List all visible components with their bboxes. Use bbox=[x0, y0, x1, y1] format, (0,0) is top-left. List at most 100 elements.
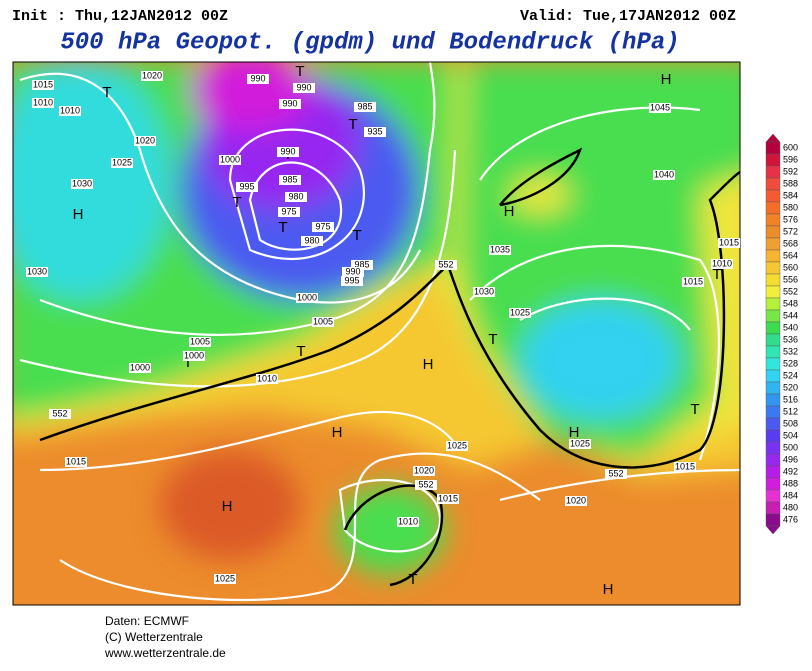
label-bg bbox=[446, 441, 468, 451]
isobar-label: 1000 bbox=[130, 362, 150, 372]
footer-line: (C) Wetterzentrale bbox=[105, 630, 203, 644]
legend-swatch bbox=[765, 213, 781, 227]
pressure-center: T bbox=[278, 219, 287, 236]
isobar-label: 995 bbox=[239, 181, 254, 191]
legend-label: 584 bbox=[783, 190, 798, 200]
legend-swatch bbox=[765, 333, 781, 347]
label-bg bbox=[301, 236, 323, 246]
pressure-center: T bbox=[690, 401, 699, 418]
isobar-label: 552 bbox=[418, 479, 433, 489]
isobar-label: 985 bbox=[282, 174, 297, 184]
pressure-center: T bbox=[348, 116, 357, 133]
label-bg bbox=[509, 308, 531, 318]
isobar-label: 1005 bbox=[313, 316, 333, 326]
isobar-label: 990 bbox=[345, 266, 360, 276]
legend-label: 564 bbox=[783, 250, 798, 260]
label-bg bbox=[351, 260, 373, 270]
legend-label: 492 bbox=[783, 466, 798, 476]
label-bg bbox=[605, 469, 627, 479]
isobar-label: 1015 bbox=[438, 493, 458, 503]
legend-label: 596 bbox=[783, 154, 798, 164]
legend-swatch bbox=[765, 297, 781, 311]
legend-label: 576 bbox=[783, 214, 798, 224]
label-bg bbox=[312, 222, 334, 232]
isobar-label: 1025 bbox=[215, 573, 235, 583]
label-bg bbox=[256, 374, 278, 384]
legend-label: 512 bbox=[783, 406, 798, 416]
legend-label: 532 bbox=[783, 346, 798, 356]
init-time: Init : Thu,12JAN2012 00Z bbox=[12, 8, 228, 25]
label-bg bbox=[312, 317, 334, 327]
legend-swatch bbox=[765, 261, 781, 275]
isobar-label: 1010 bbox=[712, 258, 732, 268]
map-field bbox=[13, 62, 740, 605]
pressure-center: H bbox=[661, 71, 672, 88]
legend-label: 592 bbox=[783, 166, 798, 176]
pressure-center: T bbox=[183, 354, 192, 371]
legend-label: 476 bbox=[783, 514, 798, 524]
legend-swatch bbox=[765, 501, 781, 515]
isobar-label: 1030 bbox=[72, 178, 92, 188]
label-bg bbox=[397, 517, 419, 527]
legend-label: 536 bbox=[783, 334, 798, 344]
isobar-label: 552 bbox=[52, 408, 67, 418]
label-bg bbox=[134, 136, 156, 146]
isobar-label: 1030 bbox=[474, 286, 494, 296]
isobar-label: 1025 bbox=[447, 440, 467, 450]
legend-label: 508 bbox=[783, 418, 798, 428]
legend-label: 500 bbox=[783, 442, 798, 452]
label-bg bbox=[32, 80, 54, 90]
isobar-label: 552 bbox=[608, 468, 623, 478]
pressure-center: T bbox=[712, 266, 721, 283]
isobar-label: 980 bbox=[288, 191, 303, 201]
legend-swatch bbox=[765, 417, 781, 431]
footer-line: Daten: ECMWF bbox=[105, 614, 189, 628]
label-bg bbox=[279, 99, 301, 109]
label-bg bbox=[413, 466, 435, 476]
legend-swatch bbox=[765, 369, 781, 383]
isobar-label: 1025 bbox=[570, 438, 590, 448]
legend-swatch bbox=[765, 189, 781, 203]
legend-swatch bbox=[765, 357, 781, 371]
isobar-label: 1000 bbox=[297, 292, 317, 302]
isobar-label: 990 bbox=[280, 146, 295, 156]
pressure-center: T bbox=[408, 571, 417, 588]
label-bg bbox=[718, 238, 740, 248]
legend-swatch bbox=[765, 453, 781, 467]
map-labels: TTTTTTTTTTTTTHHHHHHHH1015101010101020102… bbox=[26, 63, 740, 598]
label-bg bbox=[711, 259, 733, 269]
legend-swatch bbox=[765, 201, 781, 215]
legend-swatch bbox=[765, 381, 781, 395]
legend-label: 556 bbox=[783, 274, 798, 284]
label-bg bbox=[364, 127, 386, 137]
label-bg bbox=[141, 71, 163, 81]
legend-label: 560 bbox=[783, 262, 798, 272]
isobar-label: 1000 bbox=[220, 154, 240, 164]
label-bg bbox=[682, 277, 704, 287]
legend-swatch bbox=[765, 237, 781, 251]
label-bg bbox=[65, 457, 87, 467]
map-frame bbox=[12, 61, 741, 606]
label-bg bbox=[354, 102, 376, 112]
label-bg bbox=[32, 98, 54, 108]
isobar-label: 1045 bbox=[650, 102, 670, 112]
legend-swatch bbox=[765, 153, 781, 167]
label-bg bbox=[111, 158, 133, 168]
legend-label: 524 bbox=[783, 370, 798, 380]
isobar-label: 1020 bbox=[142, 70, 162, 80]
legend-label: 544 bbox=[783, 310, 798, 320]
legend-label: 484 bbox=[783, 490, 798, 500]
map-title: 500 hPa Geopot. (gpdm) und Bodendruck (h… bbox=[60, 29, 679, 56]
isobar-label: 975 bbox=[281, 206, 296, 216]
label-bg bbox=[219, 155, 241, 165]
legend-label: 548 bbox=[783, 298, 798, 308]
legend-label: 504 bbox=[783, 430, 798, 440]
legend-label: 600 bbox=[783, 142, 798, 152]
label-bg bbox=[565, 496, 587, 506]
isobar-label: 990 bbox=[296, 82, 311, 92]
label-bg bbox=[293, 83, 315, 93]
legend-swatch bbox=[765, 249, 781, 263]
isobars bbox=[19, 62, 740, 602]
